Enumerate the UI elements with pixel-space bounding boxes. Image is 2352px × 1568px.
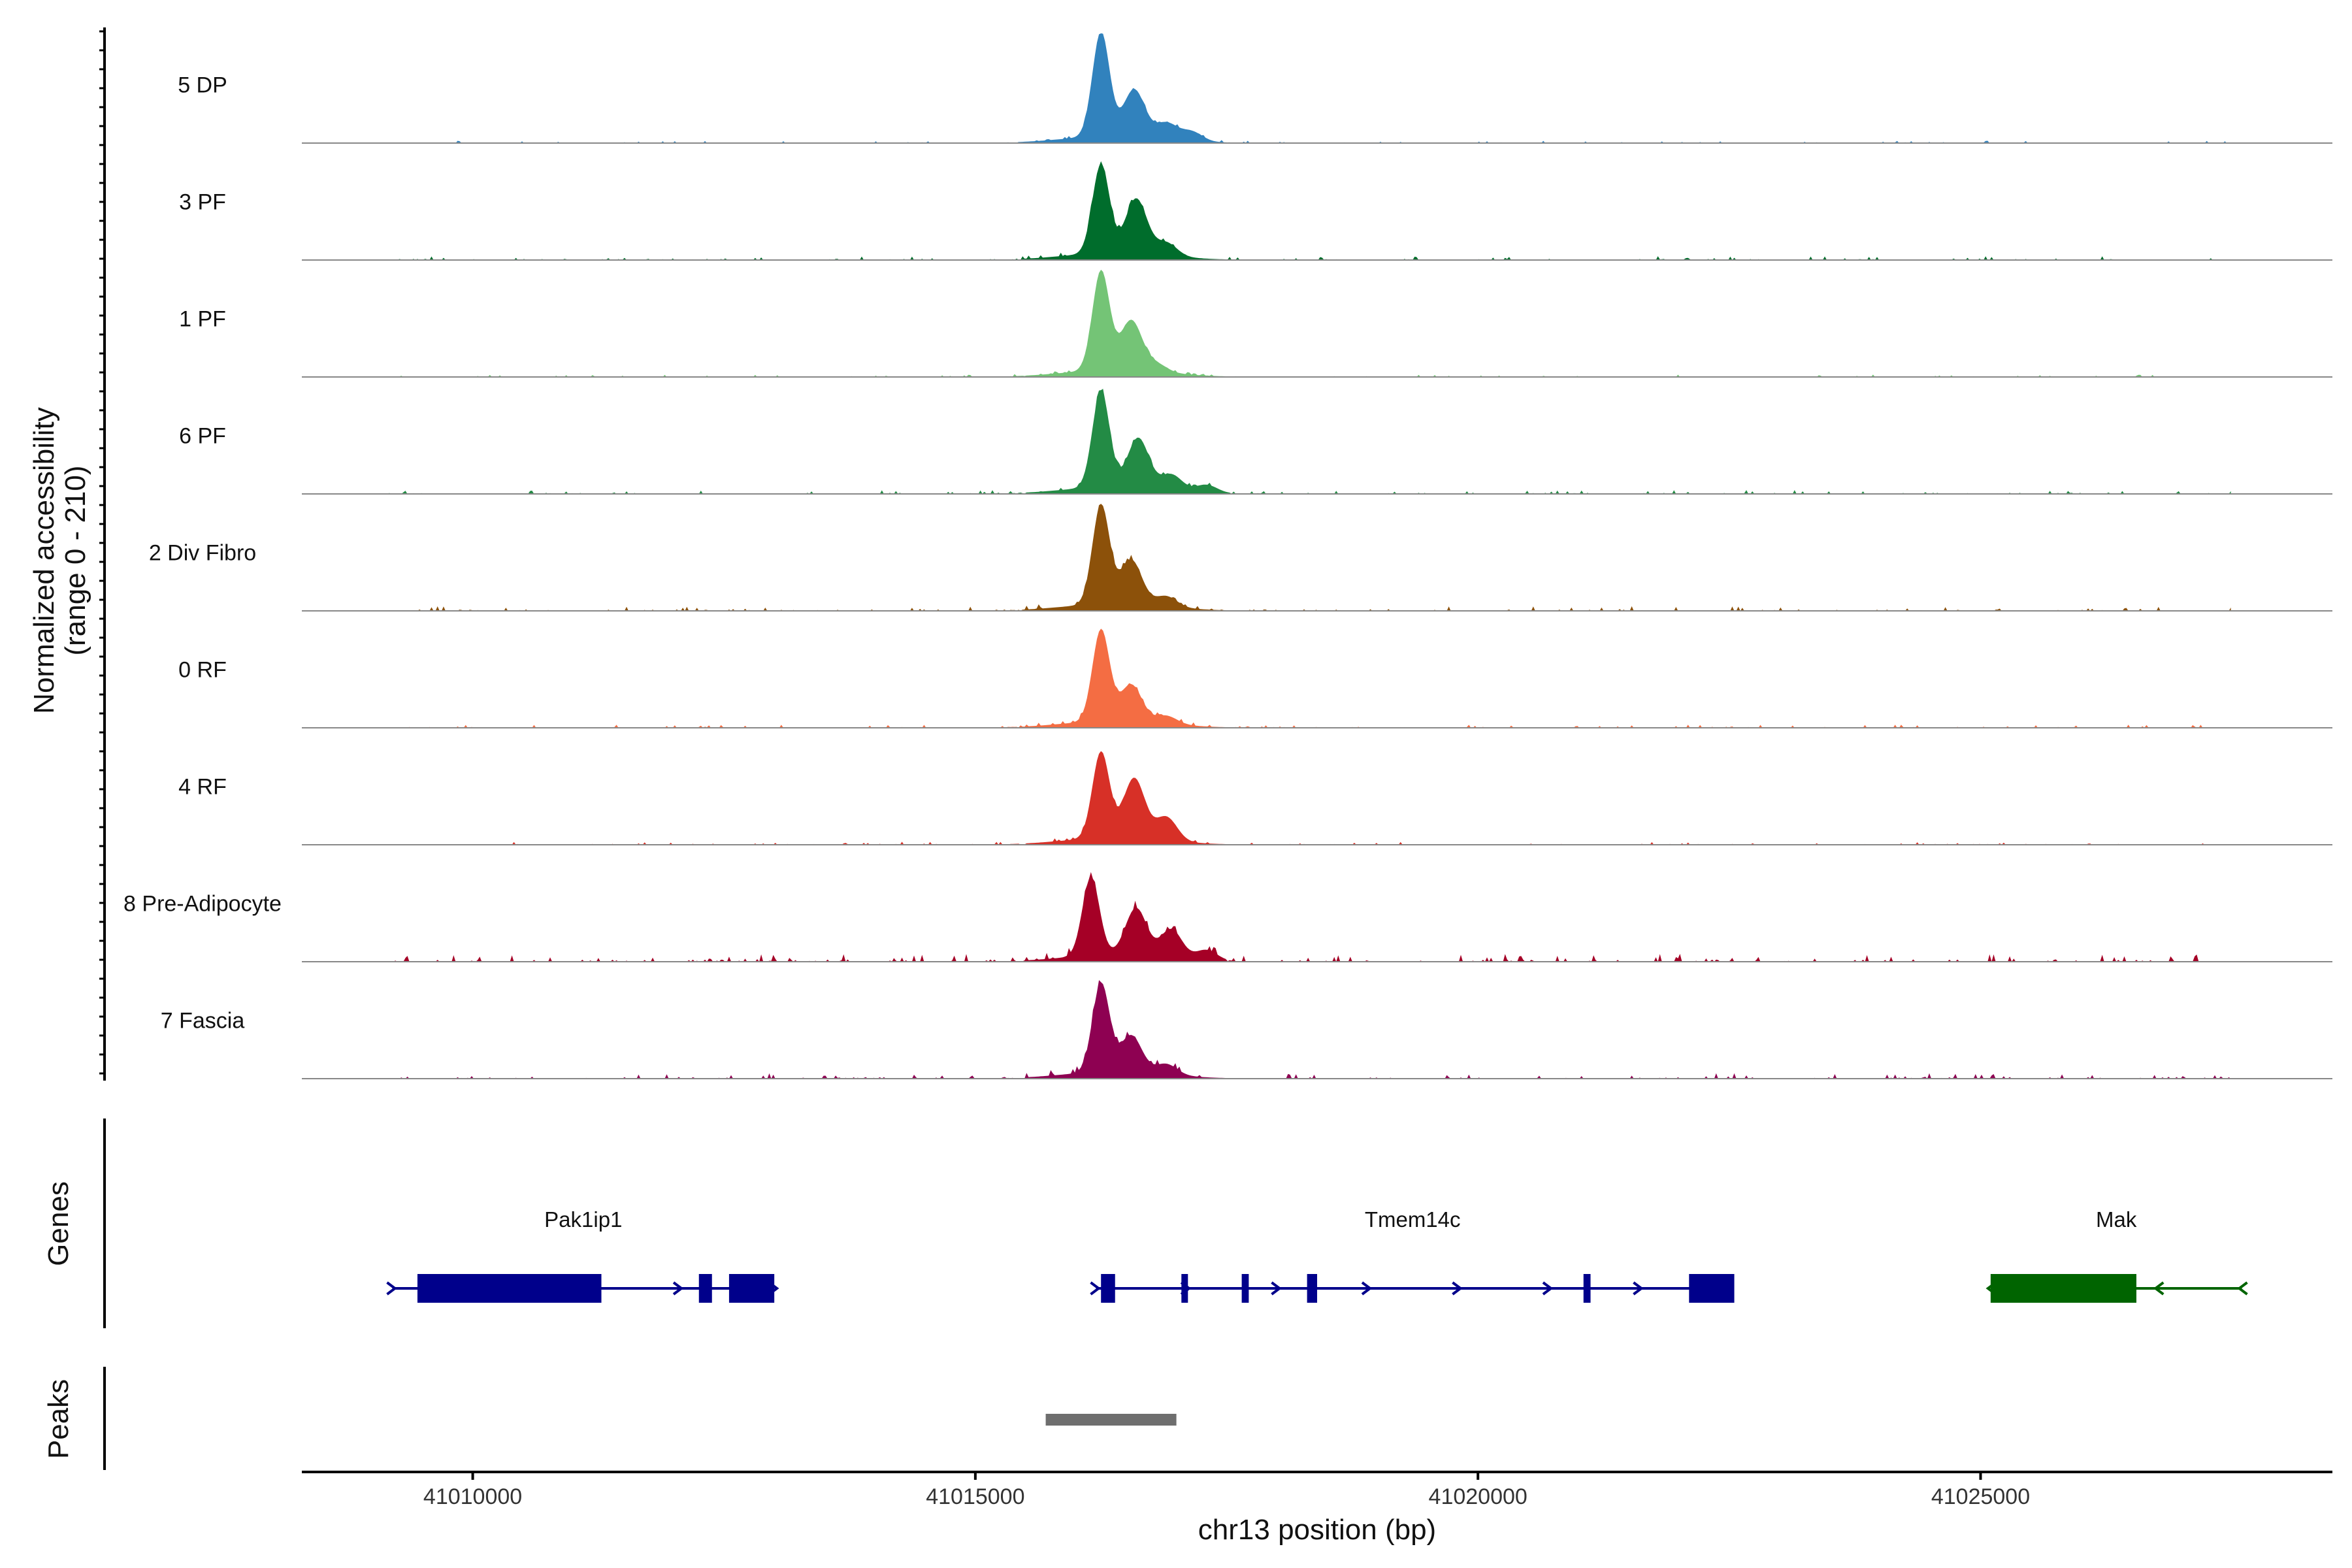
track-label: 6 PF [179, 424, 226, 449]
peaks-panel-title: Peaks [42, 1379, 74, 1459]
track-label: 3 PF [179, 190, 226, 215]
gene-label: Tmem14c [1365, 1207, 1461, 1232]
gene-exon [1583, 1274, 1591, 1303]
gene-tmem14c: Tmem14c [1090, 1207, 1735, 1303]
gene-exon [1241, 1274, 1249, 1303]
coverage-area [387, 629, 2231, 728]
gene-exon [1101, 1274, 1115, 1303]
strand-arrow [1633, 1281, 1644, 1296]
track-4-rf: 4 RF [178, 751, 2332, 845]
track-2-div-fibro: 2 Div Fibro [149, 504, 2332, 612]
track-label: 2 Div Fibro [149, 541, 256, 566]
track-5-dp: 5 DP [178, 33, 2332, 144]
gene-exon [1307, 1274, 1317, 1303]
track-label: 0 RF [178, 658, 227, 683]
strand-arrow [1271, 1281, 1282, 1296]
track-8-pre-adipocyte: 8 Pre-Adipocyte [123, 872, 2332, 962]
y-axis-title-line2: (range 0 - 210) [59, 465, 91, 655]
track-label: 8 Pre-Adipocyte [123, 892, 282, 917]
coverage-area [387, 389, 2231, 494]
track-label: 5 DP [178, 73, 227, 98]
coverage-area [387, 504, 2231, 611]
x-tick-label: 41015000 [926, 1484, 1024, 1509]
coverage-area [387, 872, 2231, 962]
strand-arrow [2237, 1281, 2248, 1296]
x-tick-label: 41020000 [1429, 1484, 1527, 1509]
strand-arrow [672, 1281, 684, 1296]
coverage-area [387, 33, 2231, 143]
coverage-tracks: 5 DP 3 PF 1 PF 6 PF 2 Div Fibro 0 RF 4 RF 8 Pre… [123, 33, 2332, 1079]
peak-region [1045, 1414, 1177, 1426]
strand-arrow [1361, 1281, 1373, 1296]
strand-arrow [1452, 1281, 1463, 1296]
coverage-area [387, 269, 2231, 377]
x-tick-label: 41025000 [1931, 1484, 2030, 1509]
gene-exon [698, 1274, 712, 1303]
track-7-fascia: 7 Fascia [161, 980, 2332, 1079]
y-axis-title-line1: Normalized accessibility [28, 407, 60, 713]
gene-annotations: Pak1ip1 Tmem14c Mak [386, 1207, 2248, 1303]
track-label: 1 PF [179, 307, 226, 332]
gene-exon [417, 1274, 602, 1303]
coverage-area [387, 161, 2231, 260]
axes-group [99, 27, 2332, 1473]
strand-arrow [386, 1281, 397, 1296]
gene-exon [1689, 1274, 1735, 1303]
gene-label: Mak [2096, 1207, 2137, 1232]
coverage-area [387, 751, 2231, 845]
track-3-pf: 3 PF [179, 161, 2332, 261]
gene-exon [1181, 1274, 1188, 1303]
gene-mak: Mak [1985, 1207, 2248, 1303]
coverage-area [387, 980, 2231, 1079]
genes-panel-title: Genes [42, 1181, 74, 1266]
gene-label: Pak1ip1 [544, 1207, 622, 1232]
track-1-pf: 1 PF [179, 269, 2332, 378]
gene-exon [728, 1274, 775, 1303]
x-axis-ticks: 41010000 41015000 41020000 41025000 [423, 1472, 2030, 1509]
track-6-pf: 6 PF [179, 389, 2332, 495]
strand-arrow [2153, 1281, 2164, 1296]
gene-exon [1990, 1274, 2136, 1303]
strand-arrow [1090, 1281, 1101, 1296]
track-0-rf: 0 RF [178, 629, 2332, 728]
peak-annotations [1045, 1414, 1177, 1426]
gene-pak1ip1: Pak1ip1 [386, 1207, 779, 1303]
x-tick-label: 41010000 [423, 1484, 522, 1509]
y-axis-minor-ticks [99, 30, 105, 1075]
track-label: 4 RF [178, 775, 227, 800]
x-axis-title: chr13 position (bp) [1198, 1514, 1436, 1546]
track-label: 7 Fascia [161, 1009, 245, 1034]
strand-arrow [1542, 1281, 1554, 1296]
